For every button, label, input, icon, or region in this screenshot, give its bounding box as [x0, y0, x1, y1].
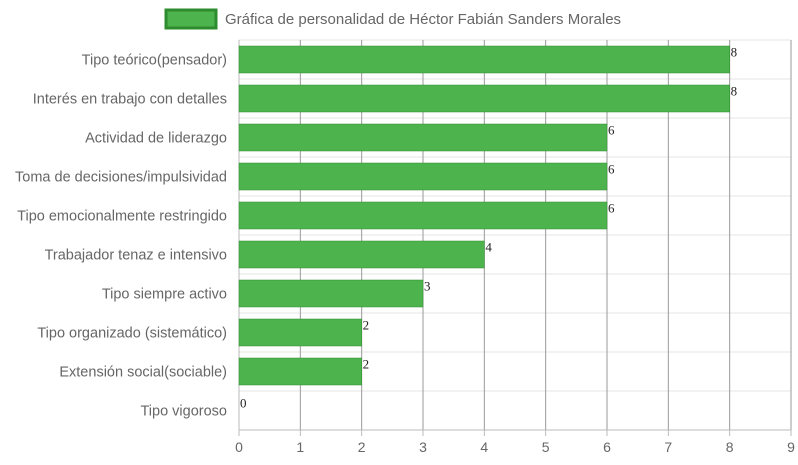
- data-label: 2: [363, 318, 370, 333]
- data-labels: 8 8 6 6 6 4 3 2 2 0: [240, 45, 737, 411]
- x-tick-label: 1: [296, 439, 304, 455]
- category-label: Tipo vigoroso: [140, 404, 227, 420]
- data-label: 8: [731, 45, 738, 60]
- data-label: 6: [608, 201, 615, 216]
- x-axis-ticks: 0 1 2 3 4 5 6 7 8 9: [235, 430, 795, 455]
- category-label: Tipo teórico(pensador): [82, 53, 227, 69]
- bar[interactable]: [238, 201, 608, 230]
- bar[interactable]: [238, 357, 362, 386]
- x-tick-label: 6: [603, 439, 611, 455]
- bars: [238, 45, 730, 386]
- category-labels: Tipo teórico(pensador) Interés en trabajo…: [15, 53, 227, 420]
- bar[interactable]: [238, 84, 730, 113]
- legend-label[interactable]: Gráfica de personalidad de Héctor Fabián…: [225, 11, 621, 28]
- data-label: 6: [608, 162, 615, 177]
- legend-swatch[interactable]: [164, 8, 218, 30]
- bar[interactable]: [238, 123, 608, 152]
- category-label: Tipo siempre activo: [102, 287, 227, 303]
- category-label: Tipo organizado (sistemático): [37, 326, 227, 342]
- bar[interactable]: [238, 45, 730, 74]
- category-label: Tipo emocionalmente restringido: [17, 209, 227, 225]
- bar[interactable]: [238, 162, 608, 191]
- x-tick-label: 3: [419, 439, 427, 455]
- x-tick-label: 0: [235, 439, 243, 455]
- data-label: 3: [424, 279, 431, 294]
- x-tick-label: 8: [726, 439, 734, 455]
- legend[interactable]: Gráfica de personalidad de Héctor Fabián…: [164, 8, 621, 30]
- data-label: 2: [363, 357, 370, 372]
- category-label: Extensión social(sociable): [59, 365, 227, 381]
- bar[interactable]: [238, 318, 362, 347]
- bar[interactable]: [238, 240, 485, 269]
- category-label: Interés en trabajo con detalles: [33, 92, 227, 108]
- x-tick-label: 4: [480, 439, 488, 455]
- x-tick-label: 5: [542, 439, 550, 455]
- data-label: 6: [608, 123, 615, 138]
- x-tick-label: 7: [664, 439, 672, 455]
- data-label: 0: [240, 396, 247, 411]
- bar[interactable]: [238, 279, 424, 308]
- data-label: 8: [731, 84, 738, 99]
- x-tick-label: 9: [787, 439, 795, 455]
- category-label: Trabajador tenaz e intensivo: [45, 248, 227, 264]
- x-tick-label: 2: [358, 439, 366, 455]
- category-label: Toma de decisiones/impulsividad: [15, 170, 227, 186]
- category-label: Actividad de liderazgo: [85, 131, 227, 147]
- data-label: 4: [485, 240, 492, 255]
